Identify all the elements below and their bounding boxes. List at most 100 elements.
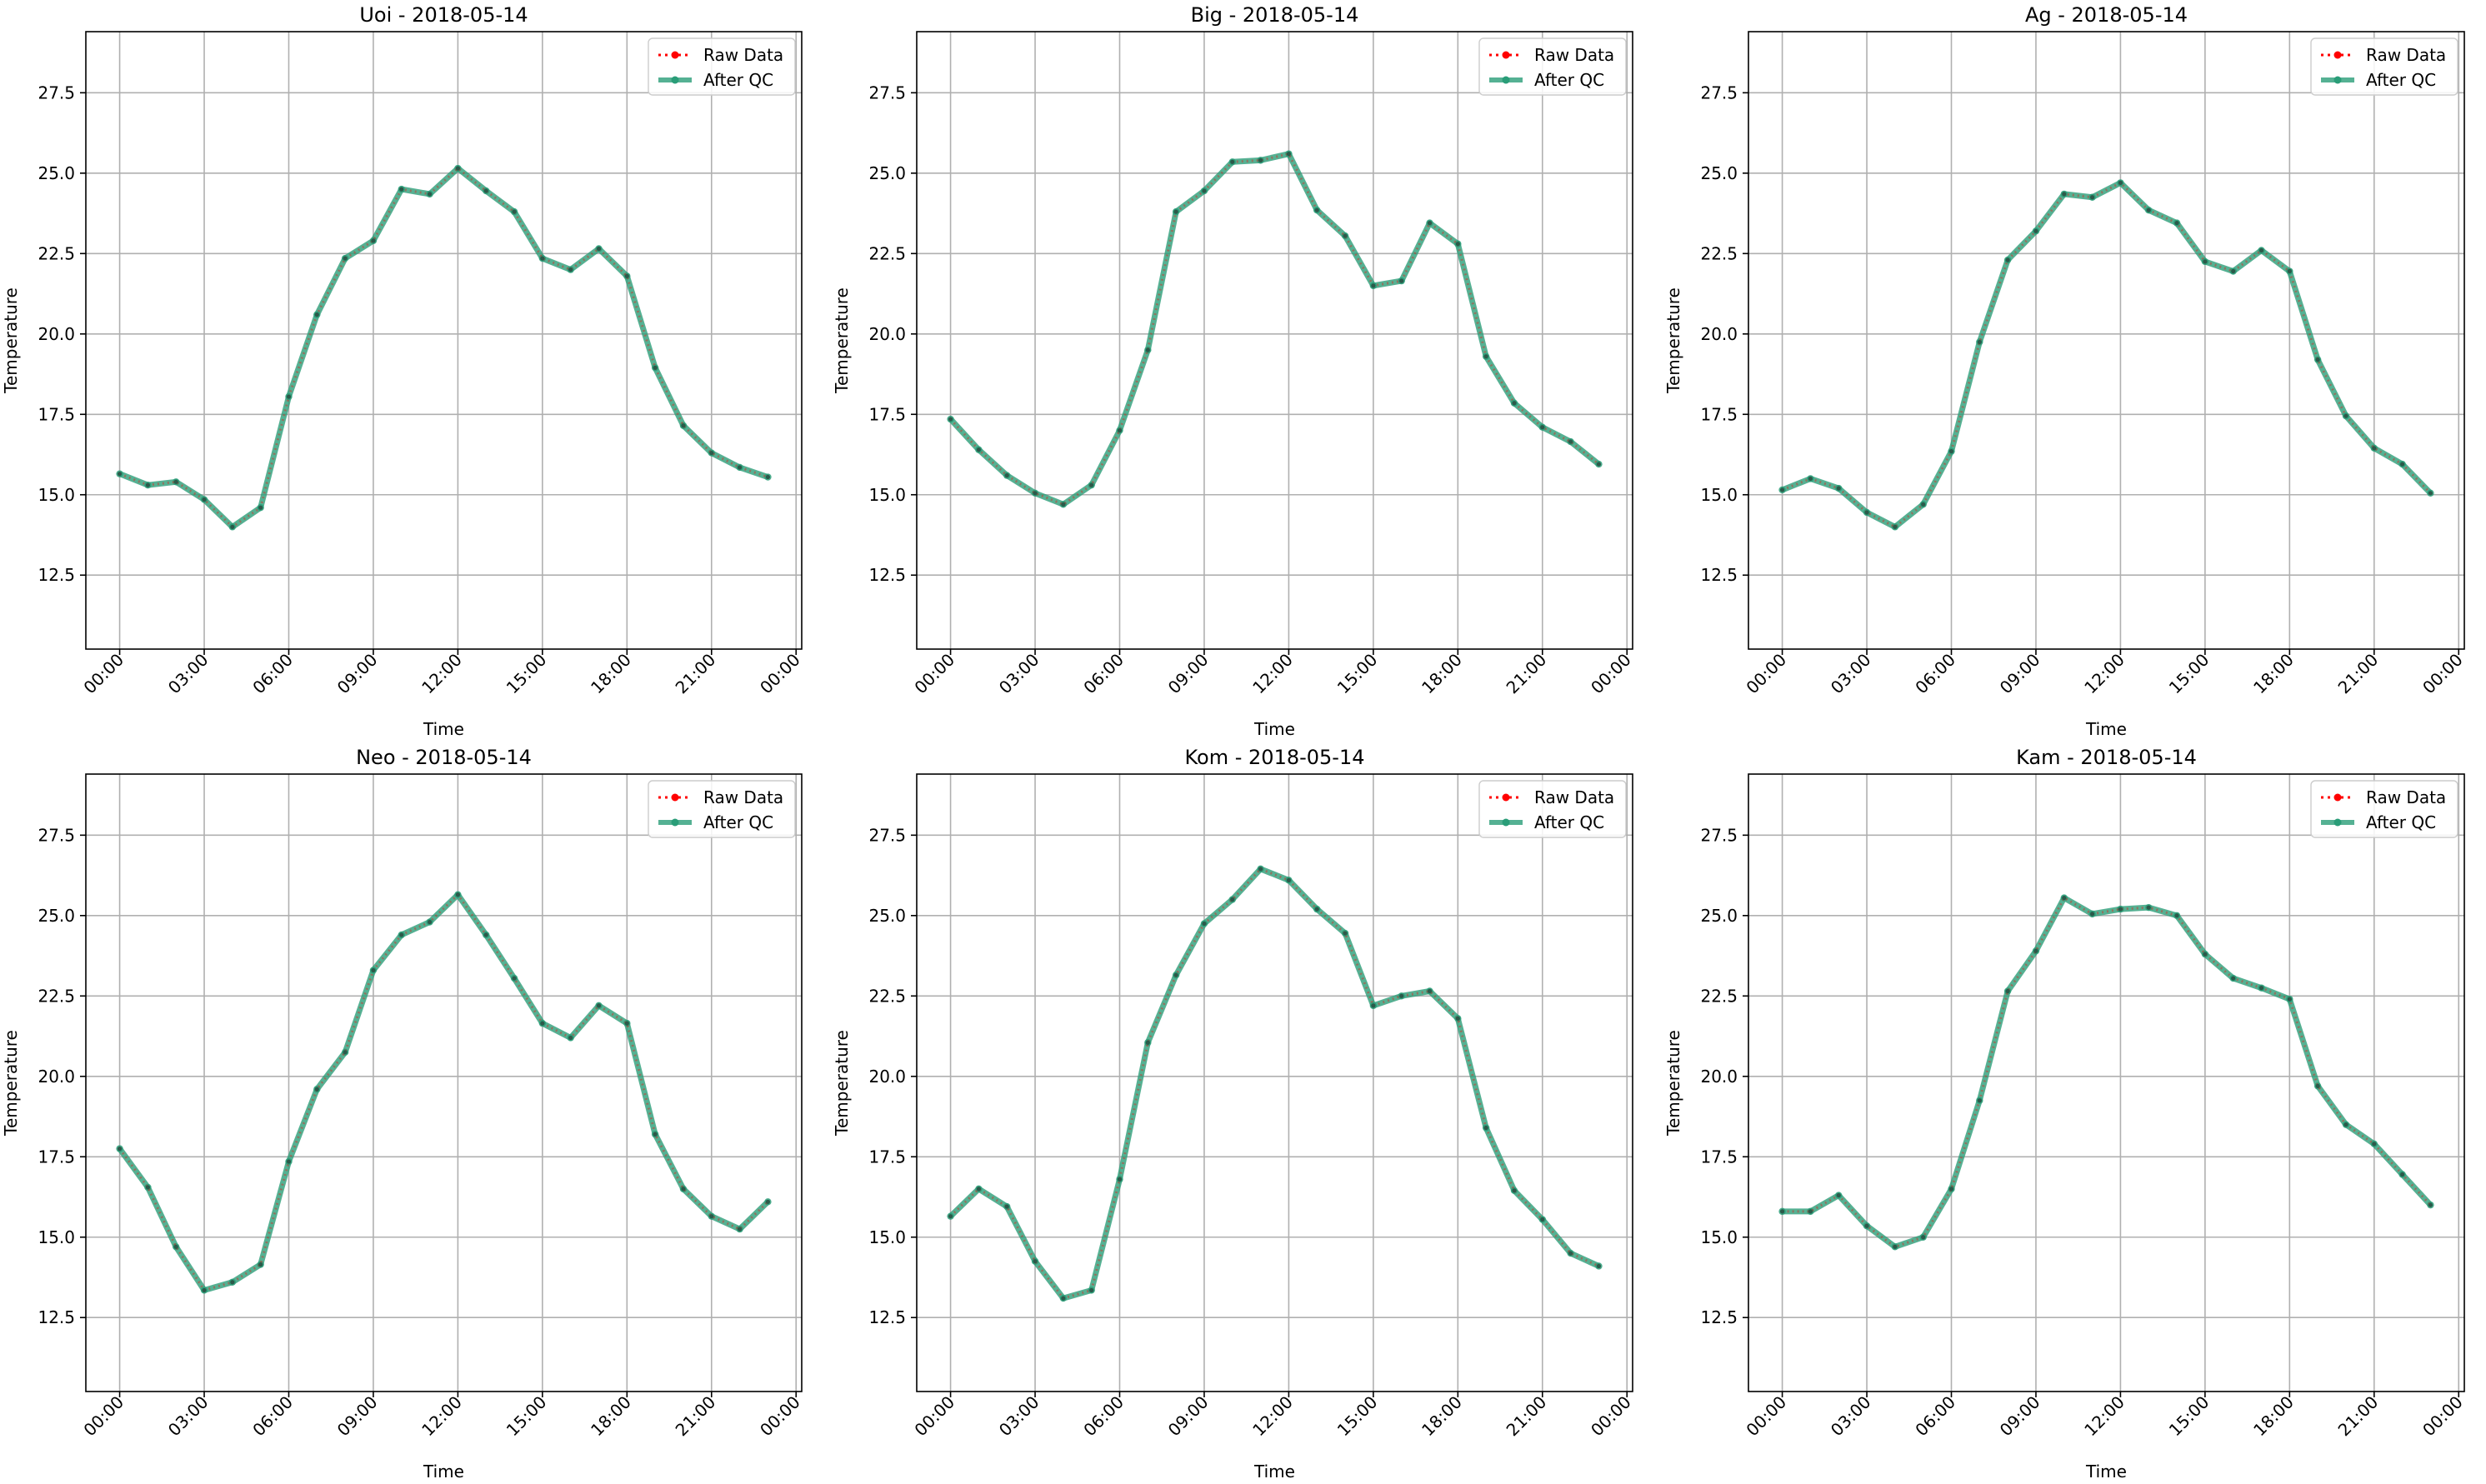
raw-data-point xyxy=(230,1280,235,1285)
legend-raw-marker xyxy=(2333,51,2342,59)
raw-data-point xyxy=(455,892,461,897)
raw-data-point xyxy=(483,932,488,937)
y-tick-label: 12.5 xyxy=(38,565,75,585)
y-tick-label: 22.5 xyxy=(38,986,75,1006)
raw-data-point xyxy=(709,1214,714,1219)
y-tick-label: 27.5 xyxy=(868,82,906,102)
legend: Raw Data After QC xyxy=(648,780,796,838)
raw-data-point xyxy=(483,188,488,193)
series-line-after-qc xyxy=(118,165,769,530)
raw-data-point xyxy=(2372,446,2377,451)
raw-data-point xyxy=(1808,476,1813,482)
x-tick-label: 21:00 xyxy=(672,1392,720,1441)
plot-frame xyxy=(916,31,1633,650)
raw-data-point xyxy=(2089,912,2095,917)
y-tick-label: 25.0 xyxy=(868,906,906,926)
chart-panel-5: 12.5 15.0 17.5 20.0 22.5 25.0 27.5 00:00 03:00 06… xyxy=(832,746,1635,1482)
x-tick-label: 18:00 xyxy=(2249,650,2298,698)
raw-data-point xyxy=(2005,988,2010,994)
y-tick-label: 20.0 xyxy=(1700,1067,1738,1087)
raw-data-point xyxy=(1596,462,1602,467)
raw-data-point xyxy=(1427,221,1433,226)
plot-frame xyxy=(85,773,803,1392)
raw-data-point xyxy=(653,1132,658,1137)
x-tick-label: 00:00 xyxy=(910,650,958,698)
raw-data-point xyxy=(624,1021,629,1026)
y-tick-label: 12.5 xyxy=(868,565,906,585)
series-line-raw xyxy=(949,152,1600,507)
raw-data-point xyxy=(1864,1223,1869,1228)
raw-data-point xyxy=(2146,905,2151,910)
raw-data-point xyxy=(1808,1209,1813,1214)
raw-data-point xyxy=(286,394,292,399)
legend-qc-label: After QC xyxy=(2366,70,2436,90)
series-line-after-qc xyxy=(1781,179,2433,530)
chart-panel-4: 12.5 15.0 17.5 20.0 22.5 25.0 27.5 00:00 03:00 06… xyxy=(1,746,804,1482)
x-tick-label: 21:00 xyxy=(2334,1392,2383,1441)
raw-data-point xyxy=(976,1187,982,1192)
raw-data-point xyxy=(1173,209,1178,214)
y-tick-label: 22.5 xyxy=(868,986,906,1006)
y-tick-label: 27.5 xyxy=(1700,825,1738,845)
raw-data-point xyxy=(568,1035,573,1041)
x-tick-label: 00:00 xyxy=(1742,1392,1790,1441)
legend: Raw Data After QC xyxy=(2310,780,2458,838)
x-axis-label: Time xyxy=(2085,1462,2127,1482)
legend-qc-marker xyxy=(2333,818,2342,827)
raw-data-point xyxy=(1779,487,1785,492)
series-line-after-qc xyxy=(117,892,770,1293)
raw-data-point xyxy=(709,450,714,456)
raw-data-point xyxy=(2005,257,2010,262)
chart-panel-1: 12.5 15.0 17.5 20.0 22.5 25.0 27.5 00:00 03:00 06… xyxy=(1,3,804,739)
legend: Raw Data After QC xyxy=(2310,37,2458,96)
raw-data-point xyxy=(1371,1003,1376,1008)
raw-data-point xyxy=(2343,413,2348,418)
x-tick-label: 00:00 xyxy=(1742,650,1790,698)
raw-data-point xyxy=(1089,1287,1094,1293)
series-line-after-qc xyxy=(948,866,1600,1302)
x-tick-label: 15:00 xyxy=(503,650,551,698)
raw-data-point xyxy=(1314,207,1319,212)
x-tick-label: 15:00 xyxy=(2165,650,2213,698)
raw-data-point xyxy=(1864,510,1869,515)
legend-raw-label: Raw Data xyxy=(703,787,783,807)
x-tick-label: 00:00 xyxy=(79,1392,128,1441)
raw-data-point xyxy=(1286,877,1292,882)
x-tick-label: 06:00 xyxy=(1911,650,1959,698)
raw-data-point xyxy=(2033,228,2038,233)
raw-data-point xyxy=(1089,482,1094,487)
legend-raw-label: Raw Data xyxy=(1534,787,1614,807)
raw-data-point xyxy=(1455,242,1460,247)
x-axis-label: Time xyxy=(1253,719,1295,739)
raw-data-point xyxy=(2174,913,2179,918)
x-tick-label: 18:00 xyxy=(1418,650,1466,698)
raw-data-point xyxy=(1568,439,1573,444)
raw-data-point xyxy=(948,417,953,422)
raw-data-point xyxy=(258,1262,263,1267)
raw-data-point xyxy=(948,1214,953,1219)
raw-data-point xyxy=(173,479,178,484)
y-tick-label: 20.0 xyxy=(38,324,75,344)
raw-data-point xyxy=(1061,502,1066,507)
raw-data-point xyxy=(976,447,982,452)
raw-data-point xyxy=(1061,1296,1066,1301)
x-tick-label: 03:00 xyxy=(164,650,213,698)
legend-qc-label: After QC xyxy=(703,70,773,90)
raw-data-point xyxy=(540,1021,545,1026)
x-tick-label: 12:00 xyxy=(418,1392,466,1441)
raw-data-point xyxy=(371,967,376,973)
x-tick-label: 12:00 xyxy=(418,650,466,698)
x-tick-label: 21:00 xyxy=(2334,650,2383,698)
y-tick-label: 20.0 xyxy=(868,324,906,344)
raw-data-point xyxy=(2033,948,2038,953)
legend-qc-marker xyxy=(671,76,679,84)
plot-frame xyxy=(85,31,803,650)
raw-data-point xyxy=(202,1287,207,1293)
raw-data-point xyxy=(1230,897,1235,902)
raw-data-point xyxy=(2287,997,2292,1002)
legend: Raw Data After QC xyxy=(1478,780,1627,838)
y-tick-label: 25.0 xyxy=(868,163,906,183)
x-tick-label: 06:00 xyxy=(1079,1392,1128,1441)
raw-data-point xyxy=(286,1159,292,1164)
raw-data-point xyxy=(1977,339,1982,345)
